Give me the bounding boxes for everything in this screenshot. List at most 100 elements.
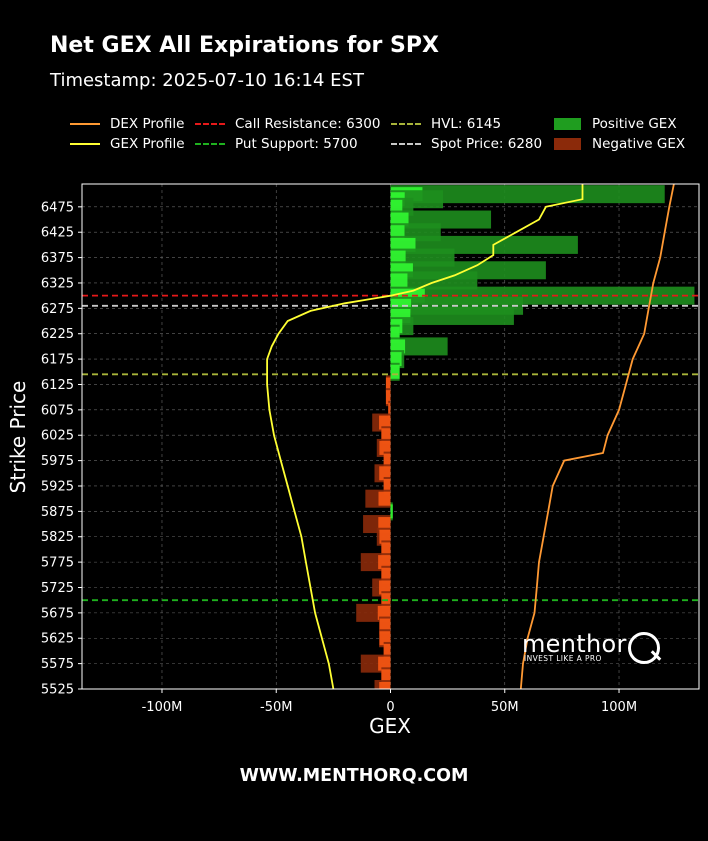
gex-bar-positive — [390, 271, 478, 290]
legend-swatch-put-support — [195, 143, 225, 145]
gex-bar-highlight — [390, 326, 400, 341]
legend-label-spot-price: Spot Price: 6280 — [431, 136, 543, 152]
legend-item-gex: GEX Profile — [70, 136, 185, 152]
legend-label-positive-gex: Positive GEX — [592, 116, 677, 132]
gex-bar-highlight — [390, 212, 409, 227]
gex-bar-highlight — [388, 402, 391, 417]
gex-bar-highlight — [378, 555, 391, 570]
legend-label-hvl: HVL: 6145 — [431, 116, 502, 132]
gex-bar-highlight — [390, 504, 393, 519]
legend-swatch-gex — [70, 143, 100, 145]
gex-bar-highlight — [379, 580, 391, 595]
gex-bar-highlight — [390, 273, 408, 288]
gex-bar-highlight — [385, 377, 391, 392]
legend-label-gex: GEX Profile — [110, 136, 185, 152]
gex-bar-highlight — [379, 631, 391, 646]
gex-bar-highlight — [378, 656, 391, 671]
legend-item-negative-gex: Negative GEX — [554, 136, 685, 152]
x-tick-label: -50M — [260, 700, 292, 715]
x-tick-label: 0 — [386, 700, 394, 715]
gex-bar-highlight — [383, 478, 391, 493]
y-tick-label: 6375 — [41, 251, 74, 266]
gex-bar-highlight — [379, 466, 391, 481]
gex-bar-highlight — [390, 199, 403, 214]
y-tick-label: 6225 — [41, 327, 74, 342]
gex-bar-highlight — [378, 517, 391, 532]
gex-bar-highlight — [381, 428, 391, 443]
gex-bar-highlight — [381, 669, 391, 684]
y-tick-label: 6175 — [41, 353, 74, 368]
y-tick-label: 5925 — [41, 479, 74, 494]
legend-swatch-spot-price — [391, 143, 421, 145]
y-tick-label: 6325 — [41, 276, 74, 291]
gex-profile-line — [266, 184, 584, 689]
dex-profile-line — [519, 184, 675, 689]
level-lines — [82, 294, 699, 602]
brand-watermark: menthor INVEST LIKE A PRO — [522, 630, 672, 670]
gex-bar-highlight — [378, 491, 391, 506]
x-tick-label: 50M — [491, 700, 519, 715]
gex-bar-highlight — [379, 682, 391, 689]
legend-item-hvl: HVL: 6145 — [391, 116, 501, 132]
legend: DEX Profile GEX Profile Call Resistance:… — [70, 116, 700, 158]
y-tick-label: 5875 — [41, 505, 74, 520]
y-tick-label: 6475 — [41, 200, 74, 215]
y-tick-label: 5975 — [41, 454, 74, 469]
x-tick-label: -100M — [142, 700, 183, 715]
y-tick-label: 5625 — [41, 632, 74, 647]
chart-subtitle: Timestamp: 2025-07-10 16:14 EST — [50, 70, 364, 91]
gex-bar-highlight — [390, 250, 406, 265]
gex-bar-highlight — [379, 529, 391, 544]
brand-logo-icon — [628, 632, 660, 664]
legend-label-negative-gex: Negative GEX — [592, 136, 686, 152]
gex-bar-highlight — [377, 605, 391, 620]
y-tick-label: 6125 — [41, 378, 74, 393]
profiles — [266, 184, 675, 689]
y-tick-label: 5825 — [41, 530, 74, 545]
brand-name: menthor — [522, 630, 627, 658]
y-tick-label: 5725 — [41, 581, 74, 596]
gex-bar-positive — [390, 306, 514, 325]
gex-bar-highlight — [381, 542, 391, 557]
gex-bar-highlight — [390, 364, 400, 379]
legend-swatch-call-resistance — [195, 123, 225, 125]
gex-bars — [356, 185, 695, 689]
y-tick-label: 6025 — [41, 429, 74, 444]
x-tick-label: 100M — [601, 700, 637, 715]
brand-tagline: INVEST LIKE A PRO — [524, 654, 602, 663]
y-tick-label: 6075 — [41, 403, 74, 418]
x-axis-label: GEX — [369, 714, 411, 738]
legend-item-positive-gex: Positive GEX — [554, 116, 677, 132]
gex-bar-highlight — [385, 390, 391, 405]
gex-bar-highlight — [379, 440, 391, 455]
legend-label-call-resistance: Call Resistance: 6300 — [235, 116, 381, 132]
legend-item-call-resistance: Call Resistance: 6300 — [195, 116, 380, 132]
y-axis-label: Strike Price — [6, 381, 30, 494]
y-tick-label: 5525 — [41, 683, 74, 698]
gex-bar-highlight — [383, 643, 391, 658]
gex-bar-highlight — [383, 453, 391, 468]
gex-bar-highlight — [379, 618, 391, 633]
y-tick-label: 5775 — [41, 556, 74, 571]
legend-item-put-support: Put Support: 5700 — [195, 136, 358, 152]
legend-swatch-negative-gex — [554, 138, 581, 150]
legend-item-spot-price: Spot Price: 6280 — [391, 136, 542, 152]
legend-item-dex: DEX Profile — [70, 116, 184, 132]
gex-bar-highlight — [379, 415, 391, 430]
chart-title: Net GEX All Expirations for SPX — [50, 33, 439, 58]
legend-label-dex: DEX Profile — [110, 116, 185, 132]
footer-url: WWW.MENTHORQ.COM — [239, 766, 469, 786]
gex-bar-highlight — [390, 339, 406, 354]
gex-bar-highlight — [390, 352, 402, 367]
legend-label-put-support: Put Support: 5700 — [235, 136, 358, 152]
y-tick-label: 6425 — [41, 226, 74, 241]
legend-swatch-dex — [70, 123, 100, 125]
legend-swatch-positive-gex — [554, 118, 581, 130]
legend-swatch-hvl — [391, 123, 421, 125]
y-tick-label: 5575 — [41, 657, 74, 672]
y-tick-label: 5675 — [41, 606, 74, 621]
gex-bar-highlight — [390, 237, 416, 252]
gex-bar-highlight — [390, 225, 405, 240]
axis-ticks: -100M -50M 0 50M 100M 5525 5575 5625 5675 5725 577… — [41, 200, 637, 715]
